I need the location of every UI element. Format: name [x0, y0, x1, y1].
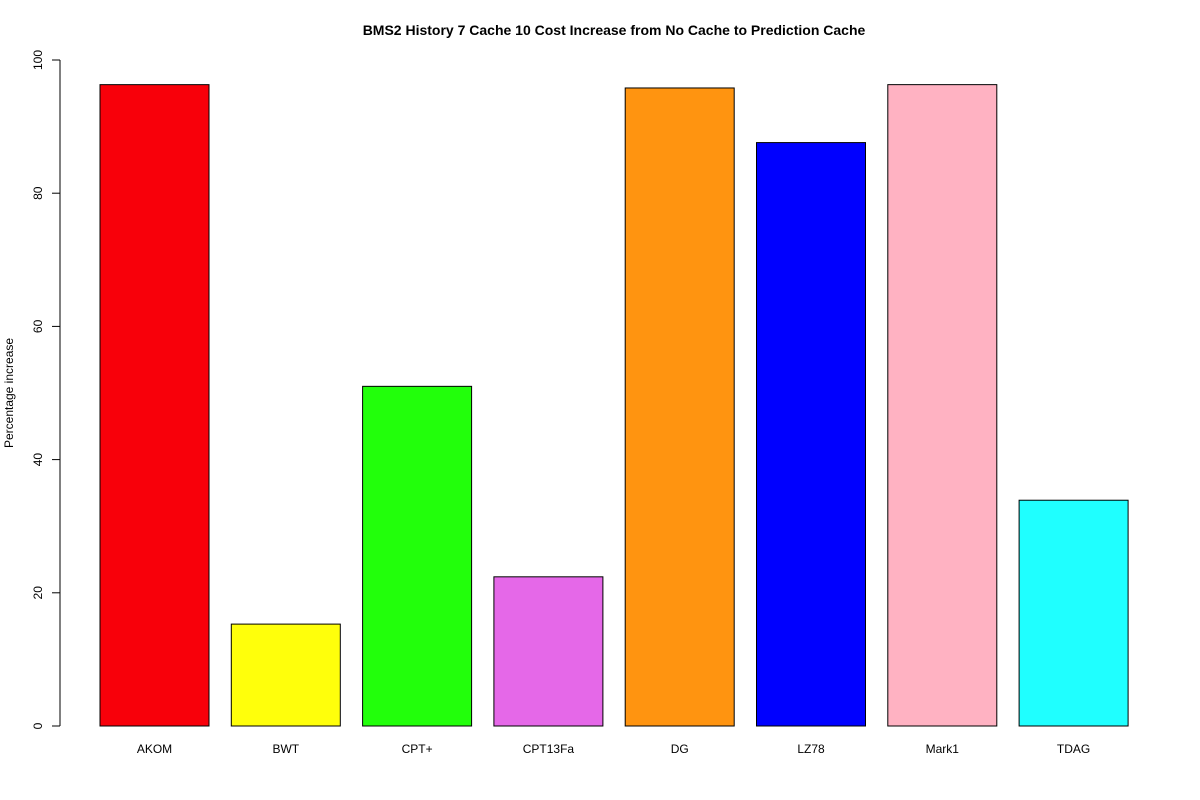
x-tick-label: LZ78	[797, 742, 825, 756]
y-tick-label: 80	[31, 186, 45, 200]
y-tick-label: 0	[31, 722, 45, 729]
y-tick-label: 40	[31, 453, 45, 467]
bars-group	[99, 84, 1129, 727]
bar-cpt13fa	[493, 576, 604, 727]
x-tick-label: DG	[671, 742, 689, 756]
y-tick-label: 20	[31, 586, 45, 600]
y-axis-ticks: 0 20 40 60 80 100	[31, 50, 60, 729]
chart-title: BMS2 History 7 Cache 10 Cost Increase fr…	[363, 22, 866, 38]
bar-bwt	[230, 623, 341, 727]
x-tick-label: CPT+	[402, 742, 433, 756]
y-axis-label: Percentage increase	[2, 338, 16, 448]
bar-tdag	[1018, 499, 1129, 727]
x-tick-label: TDAG	[1057, 742, 1090, 756]
y-tick-label: 60	[31, 319, 45, 333]
x-tick-label: AKOM	[137, 742, 172, 756]
x-tick-label: Mark1	[926, 742, 960, 756]
bar-akom	[99, 84, 210, 727]
x-tick-label: BWT	[272, 742, 299, 756]
bar-mark1	[887, 84, 998, 727]
category-labels: AKOM BWT CPT+ CPT13Fa DG LZ78 Mark1 TDAG	[137, 742, 1090, 756]
y-tick-label: 100	[31, 50, 45, 70]
x-tick-label: CPT13Fa	[523, 742, 575, 756]
bar-lz78	[756, 142, 866, 727]
bar-dg	[624, 87, 735, 727]
bar-cpt-	[362, 385, 473, 727]
